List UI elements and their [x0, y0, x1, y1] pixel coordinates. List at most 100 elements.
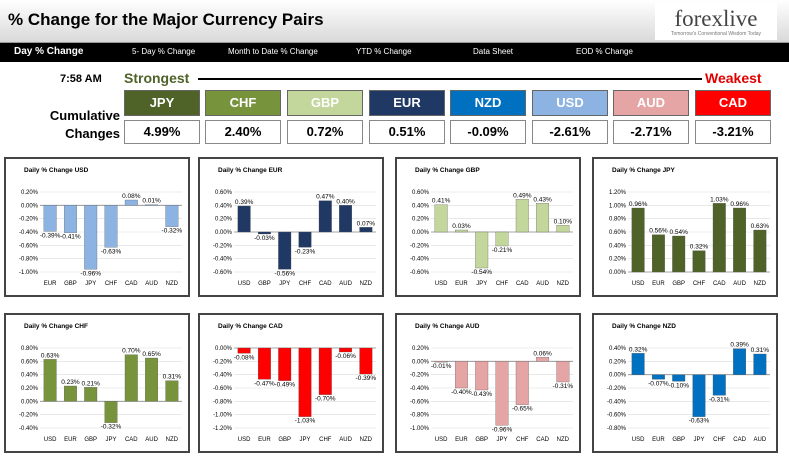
y-tick-label: -0.80%	[19, 257, 39, 263]
y-tick-label: -0.60%	[19, 243, 39, 249]
data-label: -1.03%	[295, 418, 316, 425]
nav-ytd-change[interactable]: YTD % Change	[356, 47, 412, 56]
y-tick-label: -0.60%	[410, 270, 430, 276]
x-tick-label: CAD	[125, 437, 138, 443]
bar	[165, 380, 179, 402]
logo-tagline: Tomorrow's Conventional Wisdom Today	[670, 31, 762, 37]
chart-title: Daily % Change GBP	[415, 167, 480, 174]
x-tick-label: USD	[435, 437, 448, 443]
data-label: -0.70%	[315, 396, 336, 403]
data-label: -0.32%	[162, 228, 183, 235]
y-tick-label: -0.40%	[19, 426, 39, 432]
x-tick-label: AUD	[536, 281, 549, 287]
y-tick-label: 0.20%	[412, 346, 430, 352]
y-tick-label: -0.40%	[213, 373, 233, 379]
y-tick-label: 0.20%	[609, 359, 627, 365]
data-label: 0.06%	[533, 350, 552, 357]
y-tick-label: -0.20%	[410, 373, 430, 379]
bar	[733, 207, 747, 273]
x-tick-label: NZD	[360, 281, 373, 287]
data-label: 1.03%	[710, 196, 729, 203]
nav-eod-change[interactable]: EOD % Change	[576, 47, 633, 56]
y-tick-label: 0.60%	[21, 359, 39, 365]
data-label: 0.10%	[554, 218, 573, 225]
y-tick-label: 0.20%	[609, 257, 627, 263]
chart-title: Daily % Change CAD	[218, 323, 283, 330]
data-label: 0.23%	[61, 379, 80, 386]
data-label: -0.54%	[471, 269, 492, 276]
bar	[63, 385, 77, 402]
x-tick-label: AUD	[145, 281, 158, 287]
currency-code: JPY	[124, 90, 200, 116]
y-tick-label: -0.60%	[213, 386, 233, 392]
data-label: -0.43%	[471, 391, 492, 398]
x-tick-label: JPY	[279, 281, 290, 287]
currency-change: 4.99%	[124, 120, 200, 144]
nav-5day-change[interactable]: 5- Day % Change	[132, 47, 196, 56]
bar	[733, 348, 747, 375]
chart-nzd: 0.40% 0.20% 0.00% -0.20% -0.40% -0.60% -0.80% 0…	[607, 342, 770, 443]
currency-change: 0.51%	[369, 120, 445, 144]
y-tick-label: -0.80%	[607, 426, 627, 432]
chart-panel-aud: Daily % Change AUD 0.20% 0.00% -0.20% -0.40…	[395, 313, 581, 453]
currency-cell-usd: USD -2.61%	[532, 90, 608, 144]
chart-eur: 0.60% 0.40% 0.20% 0.00% -0.20% -0.40% -0.60% 0.…	[213, 190, 376, 287]
x-tick-label: USD	[238, 281, 251, 287]
data-label: 0.65%	[142, 351, 161, 358]
bar	[434, 204, 448, 233]
bar	[692, 374, 706, 417]
x-tick-label: GBP	[672, 437, 685, 443]
y-tick-label: -0.40%	[410, 257, 430, 263]
data-label: 0.56%	[649, 228, 668, 235]
bar	[651, 374, 665, 380]
data-label: 0.41%	[432, 198, 451, 205]
currency-cell-eur: EUR 0.51%	[369, 90, 445, 144]
data-label: 0.32%	[629, 346, 648, 353]
x-tick-label: USD	[632, 437, 645, 443]
y-tick-label: -0.20%	[19, 217, 39, 223]
chart-title: Daily % Change EUR	[218, 167, 283, 174]
currency-code: CHF	[205, 90, 281, 116]
data-label: -0.65%	[512, 406, 533, 413]
data-label: -0.07%	[648, 380, 669, 387]
bar	[753, 229, 767, 273]
x-tick-label: JPY	[299, 437, 310, 443]
bar	[712, 374, 726, 396]
y-tick-label: 0.40%	[609, 346, 627, 352]
currency-code: EUR	[369, 90, 445, 116]
y-tick-label: -0.40%	[19, 230, 39, 236]
x-tick-label: JPY	[496, 437, 507, 443]
x-tick-label: NZD	[360, 437, 373, 443]
y-tick-label: 0.00%	[215, 230, 233, 236]
forexlive-logo[interactable]: forexlive Tomorrow's Conventional Wisdom…	[655, 2, 777, 40]
nav-data-sheet[interactable]: Data Sheet	[473, 47, 514, 56]
data-label: -0.08%	[234, 354, 255, 361]
y-tick-label: 0.80%	[21, 346, 39, 352]
nav-mtd-change[interactable]: Month to Date % Change	[228, 47, 318, 56]
y-tick-label: 1.20%	[609, 190, 627, 196]
x-tick-label: JPY	[85, 281, 96, 287]
x-tick-label: GBP	[258, 281, 271, 287]
y-tick-label: 0.20%	[215, 217, 233, 223]
data-label: 0.21%	[81, 380, 100, 387]
y-tick-label: -0.40%	[213, 257, 233, 263]
y-tick-label: 0.00%	[21, 399, 39, 405]
bar	[359, 227, 373, 233]
chart-chf: 0.80% 0.60% 0.40% 0.20% 0.00% -0.20% -0.40% 0.6…	[19, 346, 182, 443]
chart-panel-jpy: Daily % Change JPY 1.20% 1.00% 0.80% 0.60% 0…	[592, 157, 778, 297]
logo-brand: forexlive	[674, 6, 758, 31]
data-label: -0.40%	[451, 389, 472, 396]
bar	[104, 205, 118, 248]
x-tick-label: JPY	[693, 437, 704, 443]
currency-change: -3.21%	[695, 120, 771, 144]
data-label: -0.39%	[40, 232, 61, 239]
currency-change: 0.72%	[287, 120, 363, 144]
data-label: -0.21%	[492, 247, 513, 254]
x-tick-label: USD	[238, 437, 251, 443]
y-tick-label: -0.20%	[213, 243, 233, 249]
currency-code: CAD	[695, 90, 771, 116]
bar	[278, 347, 292, 381]
bar	[43, 359, 57, 402]
data-label: 0.96%	[730, 201, 749, 208]
nav-day-change[interactable]: Day % Change	[14, 46, 84, 57]
